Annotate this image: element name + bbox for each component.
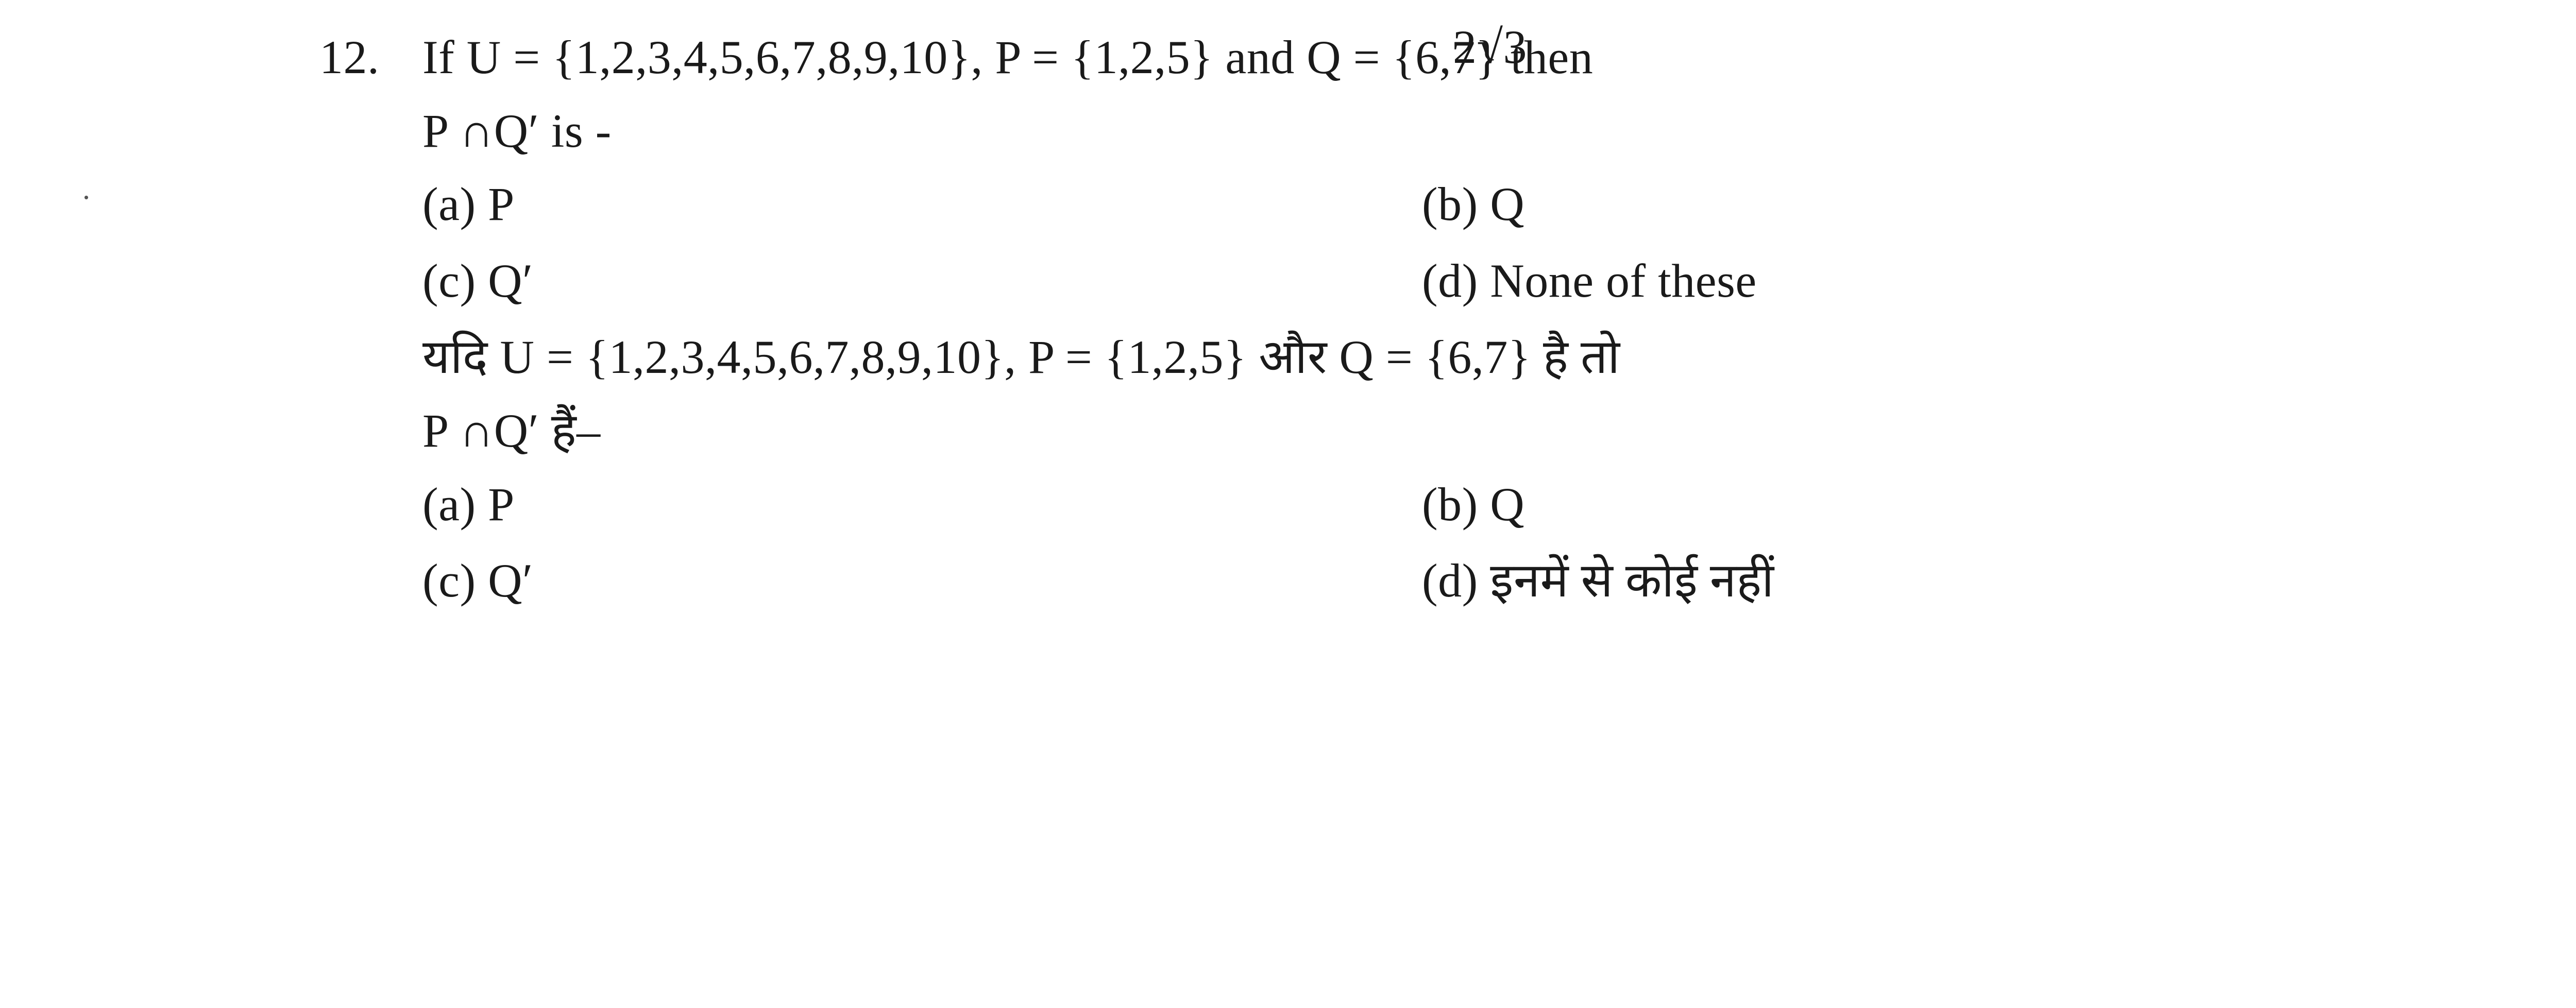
option-en-a: (a) P (422, 167, 1401, 241)
question-stem-en-line2: P ∩Q′ is - (422, 94, 2529, 168)
stray-fragment-top: 2√3 (1453, 10, 1527, 84)
option-hi-b: (b) Q (1422, 468, 2529, 541)
option-hi-a: (a) P (422, 468, 1401, 541)
option-en-c: (c) Q′ (422, 244, 1401, 318)
option-hi-d: (d) इनमें से कोई नहीं (1422, 544, 2529, 618)
option-en-d: (d) None of these (1422, 244, 2529, 318)
question-stem-hi-line1: यदि U = {1,2,3,4,5,6,7,8,9,10}, P = {1,2… (422, 320, 2529, 394)
exam-page: 2√3 . 12. If U = {1,2,3,4,5,6,7,8,9,10},… (0, 0, 2576, 1008)
question-stem-hi-line2: P ∩Q′ हैं– (422, 394, 2529, 468)
option-en-b: (b) Q (1422, 167, 2529, 241)
options-hi: (a) P (c) Q′ (b) Q (d) इनमें से कोई नहीं (422, 468, 2529, 621)
stray-dot: . (82, 165, 91, 213)
options-en: (a) P (c) Q′ (b) Q (d) None of these (422, 167, 2529, 320)
option-hi-c: (c) Q′ (422, 544, 1401, 618)
question-row: 12. If U = {1,2,3,4,5,6,7,8,9,10}, P = {… (319, 21, 2529, 94)
question-number: 12. (319, 21, 422, 94)
